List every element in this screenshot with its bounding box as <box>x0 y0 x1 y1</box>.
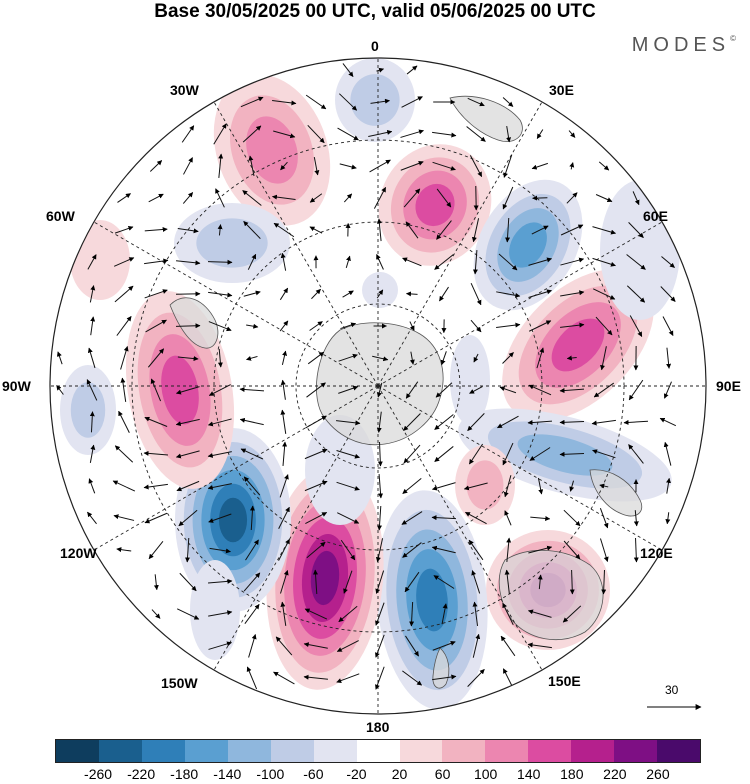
colorbar-tick: 140 <box>517 766 540 782</box>
map-disk <box>38 46 720 730</box>
colorbar <box>55 739 701 763</box>
colorbar-tick: -60 <box>303 766 323 782</box>
polar-map <box>0 0 750 735</box>
colorbar-segment <box>271 740 314 762</box>
colorbar-segment <box>442 740 485 762</box>
lon-label-150w: 150W <box>161 675 198 691</box>
colorbar-segment <box>185 740 228 762</box>
lon-label-90w: 90W <box>2 378 31 394</box>
lon-label-180: 180 <box>366 719 389 735</box>
colorbar-segment <box>56 740 99 762</box>
colorbar-tick: -220 <box>127 766 155 782</box>
negative-anomaly-contour <box>71 382 105 437</box>
colorbar-segment <box>357 740 400 762</box>
colorbar-tick: 180 <box>560 766 583 782</box>
lon-label-120e: 120E <box>640 545 673 561</box>
colorbar-tick-labels: -260 -220 -180 -140 -100 -60 -20 20 60 100 140 180 2… <box>0 766 750 784</box>
colorbar-segment <box>99 740 142 762</box>
colorbar-tick: -260 <box>84 766 112 782</box>
negative-anomaly-contour <box>219 498 247 543</box>
colorbar-segment <box>314 740 357 762</box>
positive-anomaly-contour <box>70 220 130 300</box>
lon-label-90e: 90E <box>716 378 741 394</box>
colorbar-tick: 260 <box>646 766 669 782</box>
negative-anomaly-contour <box>196 218 267 267</box>
lon-label-30w: 30W <box>170 82 199 98</box>
negative-anomaly-contour <box>350 74 399 126</box>
colorbar-segment <box>400 740 443 762</box>
colorbar-tick: 20 <box>392 766 408 782</box>
colorbar-tick: -140 <box>213 766 241 782</box>
colorbar-tick: -20 <box>346 766 366 782</box>
colorbar-segment <box>614 740 657 762</box>
lon-label-60e: 60E <box>643 208 668 224</box>
colorbar-segment <box>571 740 614 762</box>
lon-label-120w: 120W <box>60 545 97 561</box>
colorbar-segment <box>528 740 571 762</box>
colorbar-tick: 220 <box>603 766 626 782</box>
reference-vector-arrow <box>645 685 705 715</box>
negative-anomaly-contour <box>362 272 398 308</box>
lon-label-30e: 30E <box>549 82 574 98</box>
lon-label-150e: 150E <box>548 673 581 689</box>
colorbar-tick: 100 <box>474 766 497 782</box>
lon-label-60w: 60W <box>46 208 75 224</box>
colorbar-segment <box>485 740 528 762</box>
positive-anomaly-contour <box>467 460 504 509</box>
colorbar-segment <box>228 740 271 762</box>
colorbar-tick: 60 <box>435 766 451 782</box>
colorbar-tick: -100 <box>256 766 284 782</box>
colorbar-segment <box>142 740 185 762</box>
colorbar-tick: -180 <box>170 766 198 782</box>
negative-anomaly-contour <box>190 560 240 660</box>
lon-label-0: 0 <box>371 38 379 54</box>
colorbar-segment <box>657 740 700 762</box>
